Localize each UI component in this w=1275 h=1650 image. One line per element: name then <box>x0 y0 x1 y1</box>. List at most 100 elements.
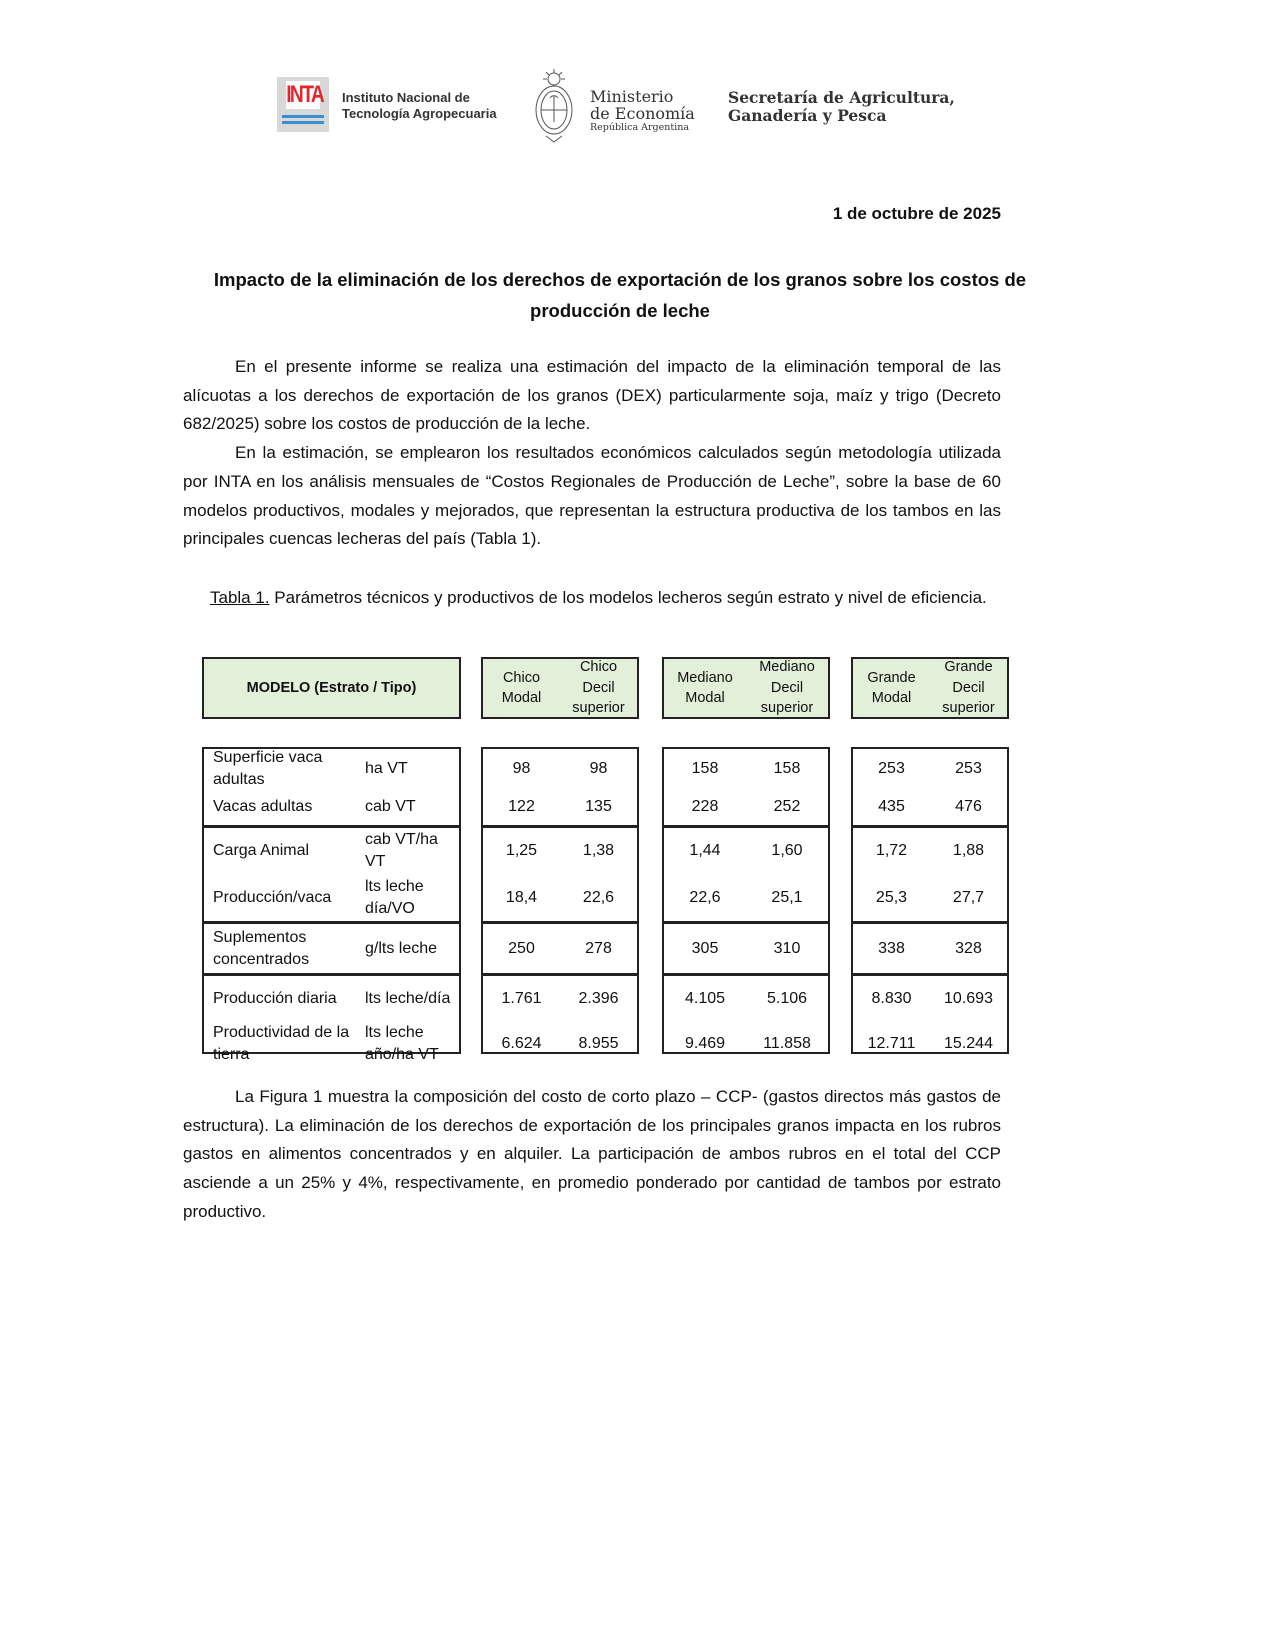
table-cell: 338 <box>878 939 905 957</box>
table-mediano-block: 158 158 228 252 1,44 1,60 22,6 25,1 305 310 4.105 5… <box>662 747 830 1054</box>
row-group: 1.761 2.396 6.624 8.955 <box>483 976 637 1065</box>
ministry-subtitle: República Argentina <box>590 122 689 133</box>
closing-paragraph-wrap: La Figura 1 muestra la composición del c… <box>183 1083 1001 1227</box>
row-group: 1,25 1,38 18,4 22,6 <box>483 828 637 924</box>
table-row: 9.469 11.858 <box>664 1022 828 1065</box>
table-row: 158 158 <box>664 749 828 789</box>
row-group: 1,44 1,60 22,6 25,1 <box>664 828 828 924</box>
table-cell: 1,44 <box>689 842 721 859</box>
row-unit: lts leche día/VO <box>365 877 424 917</box>
table-caption-text: Parámetros técnicos y productivos de los… <box>269 588 987 607</box>
column-header-line: superior <box>760 700 814 717</box>
column-header: Grande Modal <box>853 668 930 709</box>
inta-name-line: Instituto Nacional de <box>342 90 470 105</box>
row-label: Producción/vaca <box>213 888 332 906</box>
row-group: 98 98 122 135 <box>483 749 637 828</box>
ministry-name-line: Ministerio <box>590 87 674 106</box>
column-header: Chico Modal <box>483 668 560 709</box>
table-cell: 1,88 <box>952 842 985 859</box>
column-header: Mediano Modal <box>664 668 746 709</box>
table-row: 305 310 <box>664 924 828 973</box>
table-cell: 22,6 <box>582 888 615 906</box>
table-row: 122 135 <box>483 789 637 825</box>
table-cell: 4.105 <box>684 990 726 1007</box>
table-row: 4.105 5.106 <box>664 976 828 1022</box>
table-chico-block: 98 98 122 135 1,25 1,38 18,4 22,6 250 278 1.761 2.3… <box>481 747 639 1054</box>
ministry-name-line: de Economía <box>590 104 695 123</box>
table-cell: 1,72 <box>875 842 908 859</box>
table-row: 435 476 <box>853 789 1007 825</box>
inta-logo-text: INTA <box>286 81 325 109</box>
table-header-model: MODELO (Estrato / Tipo) <box>202 657 461 719</box>
row-unit: g/lts leche <box>365 939 438 957</box>
table-cell: 158 <box>691 760 719 777</box>
row-label: Productividad de la tierra <box>213 1023 350 1063</box>
row-group: Producción diaria lts leche/día Productivi… <box>204 976 459 1065</box>
table-row: 253 253 <box>853 749 1007 789</box>
table-row: 338 328 <box>853 924 1007 973</box>
column-header-line: superior <box>942 700 995 717</box>
column-header-line: Grande <box>867 669 916 686</box>
table-row: Superficie vaca adultas ha VT <box>204 749 459 789</box>
row-group: 158 158 228 252 <box>664 749 828 828</box>
table-cell: 25,1 <box>771 888 803 906</box>
table-cell: 8.955 <box>578 1034 619 1052</box>
table-cell: 2.396 <box>578 990 619 1007</box>
table-row: 1.761 2.396 <box>483 976 637 1022</box>
inta-name-line: Tecnología Agropecuaria <box>342 106 497 121</box>
table-cell: 10.693 <box>944 990 993 1007</box>
table-cell: 158 <box>773 760 801 777</box>
table-row: 25,3 27,7 <box>853 874 1007 921</box>
column-header-line: Decil <box>582 679 615 696</box>
table-cell: 5.106 <box>766 990 808 1007</box>
column-header-line: Grande <box>944 659 993 676</box>
table-cell: 253 <box>878 760 905 777</box>
row-label: Carga Animal <box>213 842 310 859</box>
column-header-line: Mediano <box>677 669 733 686</box>
column-header: Chico Decil superior <box>560 657 637 719</box>
ministry-name: Ministerio de Economía República Argenti… <box>590 88 695 134</box>
inta-logo: INTA <box>277 77 329 132</box>
secretariat-name-line: Secretaría de Agricultura, <box>728 88 955 107</box>
table-cell: 11.858 <box>763 1034 811 1052</box>
column-header-line: Mediano <box>759 659 815 676</box>
table-row: 22,6 25,1 <box>664 874 828 921</box>
table-caption: Tabla 1. Parámetros técnicos y productiv… <box>210 584 1001 613</box>
table-row: 8.830 10.693 <box>853 976 1007 1022</box>
row-label: Vacas adultas <box>213 798 313 815</box>
row-unit: lts leche año/ha VT <box>365 1023 439 1063</box>
table-cell: 98 <box>589 760 608 777</box>
table-cell: 1,38 <box>582 842 615 859</box>
column-header-line: Modal <box>501 690 542 706</box>
table-row: Vacas adultas cab VT <box>204 789 459 825</box>
logo-stripe <box>282 115 324 118</box>
table-cell: 122 <box>508 798 535 815</box>
table-cell: 476 <box>955 798 982 815</box>
table-cell: 25,3 <box>875 888 908 906</box>
column-header-line: Modal <box>685 690 725 706</box>
table-cell: 305 <box>691 939 719 957</box>
column-header-line: Decil <box>770 679 804 696</box>
column-header-line: Chico <box>502 669 541 686</box>
table-row: 6.624 8.955 <box>483 1022 637 1065</box>
paragraph: En el presente informe se realiza una es… <box>183 357 1001 434</box>
table-cell: 27,7 <box>952 888 985 906</box>
table-header-mediano: Mediano Modal Mediano Decil superior <box>662 657 830 719</box>
logo-stripe <box>282 121 324 124</box>
row-group: 4.105 5.106 9.469 11.858 <box>664 976 828 1065</box>
row-unit: cab VT <box>365 798 416 815</box>
row-label: Superficie vaca adultas <box>213 749 323 788</box>
column-header-line: Decil <box>952 679 985 696</box>
column-header-line: Chico <box>579 659 618 676</box>
row-group: 305 310 <box>664 924 828 976</box>
table-row: 250 278 <box>483 924 637 973</box>
intro-paragraphs: En el presente informe se realiza una es… <box>183 353 1001 554</box>
document-date: 1 de octubre de 2025 <box>832 204 1001 223</box>
table-cell: 1,60 <box>771 842 803 859</box>
document-title: Impacto de la eliminación de los derecho… <box>213 269 1027 321</box>
table-grande-block: 253 253 435 476 1,72 1,88 25,3 27,7 338 328 8.830 1… <box>851 747 1009 1054</box>
table-row: Producción diaria lts leche/día <box>204 976 459 1022</box>
table-cell: 228 <box>691 798 719 815</box>
row-group: 338 328 <box>853 924 1007 976</box>
table-header-chico: Chico Modal Chico Decil superior <box>481 657 639 719</box>
